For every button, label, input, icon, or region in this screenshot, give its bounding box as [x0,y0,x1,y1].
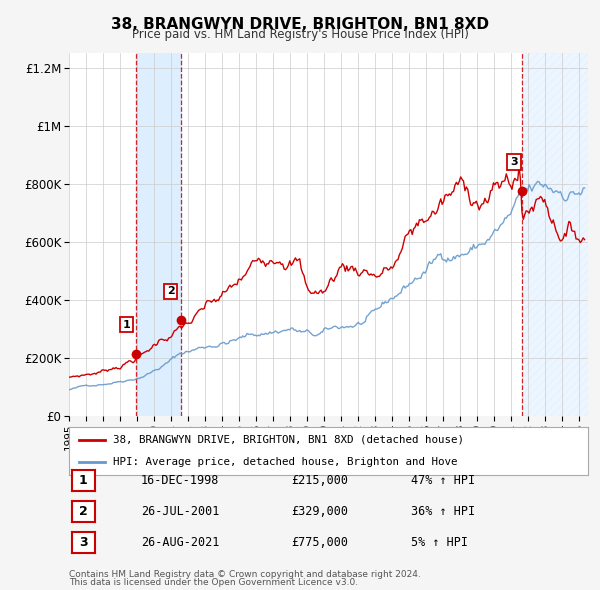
Text: £775,000: £775,000 [291,536,348,549]
Text: Price paid vs. HM Land Registry's House Price Index (HPI): Price paid vs. HM Land Registry's House … [131,28,469,41]
Text: 2: 2 [79,505,88,518]
Text: 26-JUL-2001: 26-JUL-2001 [141,505,220,518]
Text: 1: 1 [79,474,88,487]
Text: 1: 1 [122,320,130,329]
Text: £215,000: £215,000 [291,474,348,487]
Text: 16-DEC-1998: 16-DEC-1998 [141,474,220,487]
Text: 5% ↑ HPI: 5% ↑ HPI [411,536,468,549]
Bar [136,53,181,416]
Text: 38, BRANGWYN DRIVE, BRIGHTON, BN1 8XD: 38, BRANGWYN DRIVE, BRIGHTON, BN1 8XD [111,17,489,31]
Text: 47% ↑ HPI: 47% ↑ HPI [411,474,475,487]
Text: 36% ↑ HPI: 36% ↑ HPI [411,505,475,518]
Text: 38, BRANGWYN DRIVE, BRIGHTON, BN1 8XD (detached house): 38, BRANGWYN DRIVE, BRIGHTON, BN1 8XD (d… [113,435,464,445]
Text: 26-AUG-2021: 26-AUG-2021 [141,536,220,549]
Text: HPI: Average price, detached house, Brighton and Hove: HPI: Average price, detached house, Brig… [113,457,458,467]
Bar [523,53,588,416]
Text: This data is licensed under the Open Government Licence v3.0.: This data is licensed under the Open Gov… [69,578,358,587]
Text: 3: 3 [79,536,88,549]
Text: £329,000: £329,000 [291,505,348,518]
Text: 2: 2 [167,286,175,296]
Text: Contains HM Land Registry data © Crown copyright and database right 2024.: Contains HM Land Registry data © Crown c… [69,571,421,579]
Text: 3: 3 [510,157,518,167]
